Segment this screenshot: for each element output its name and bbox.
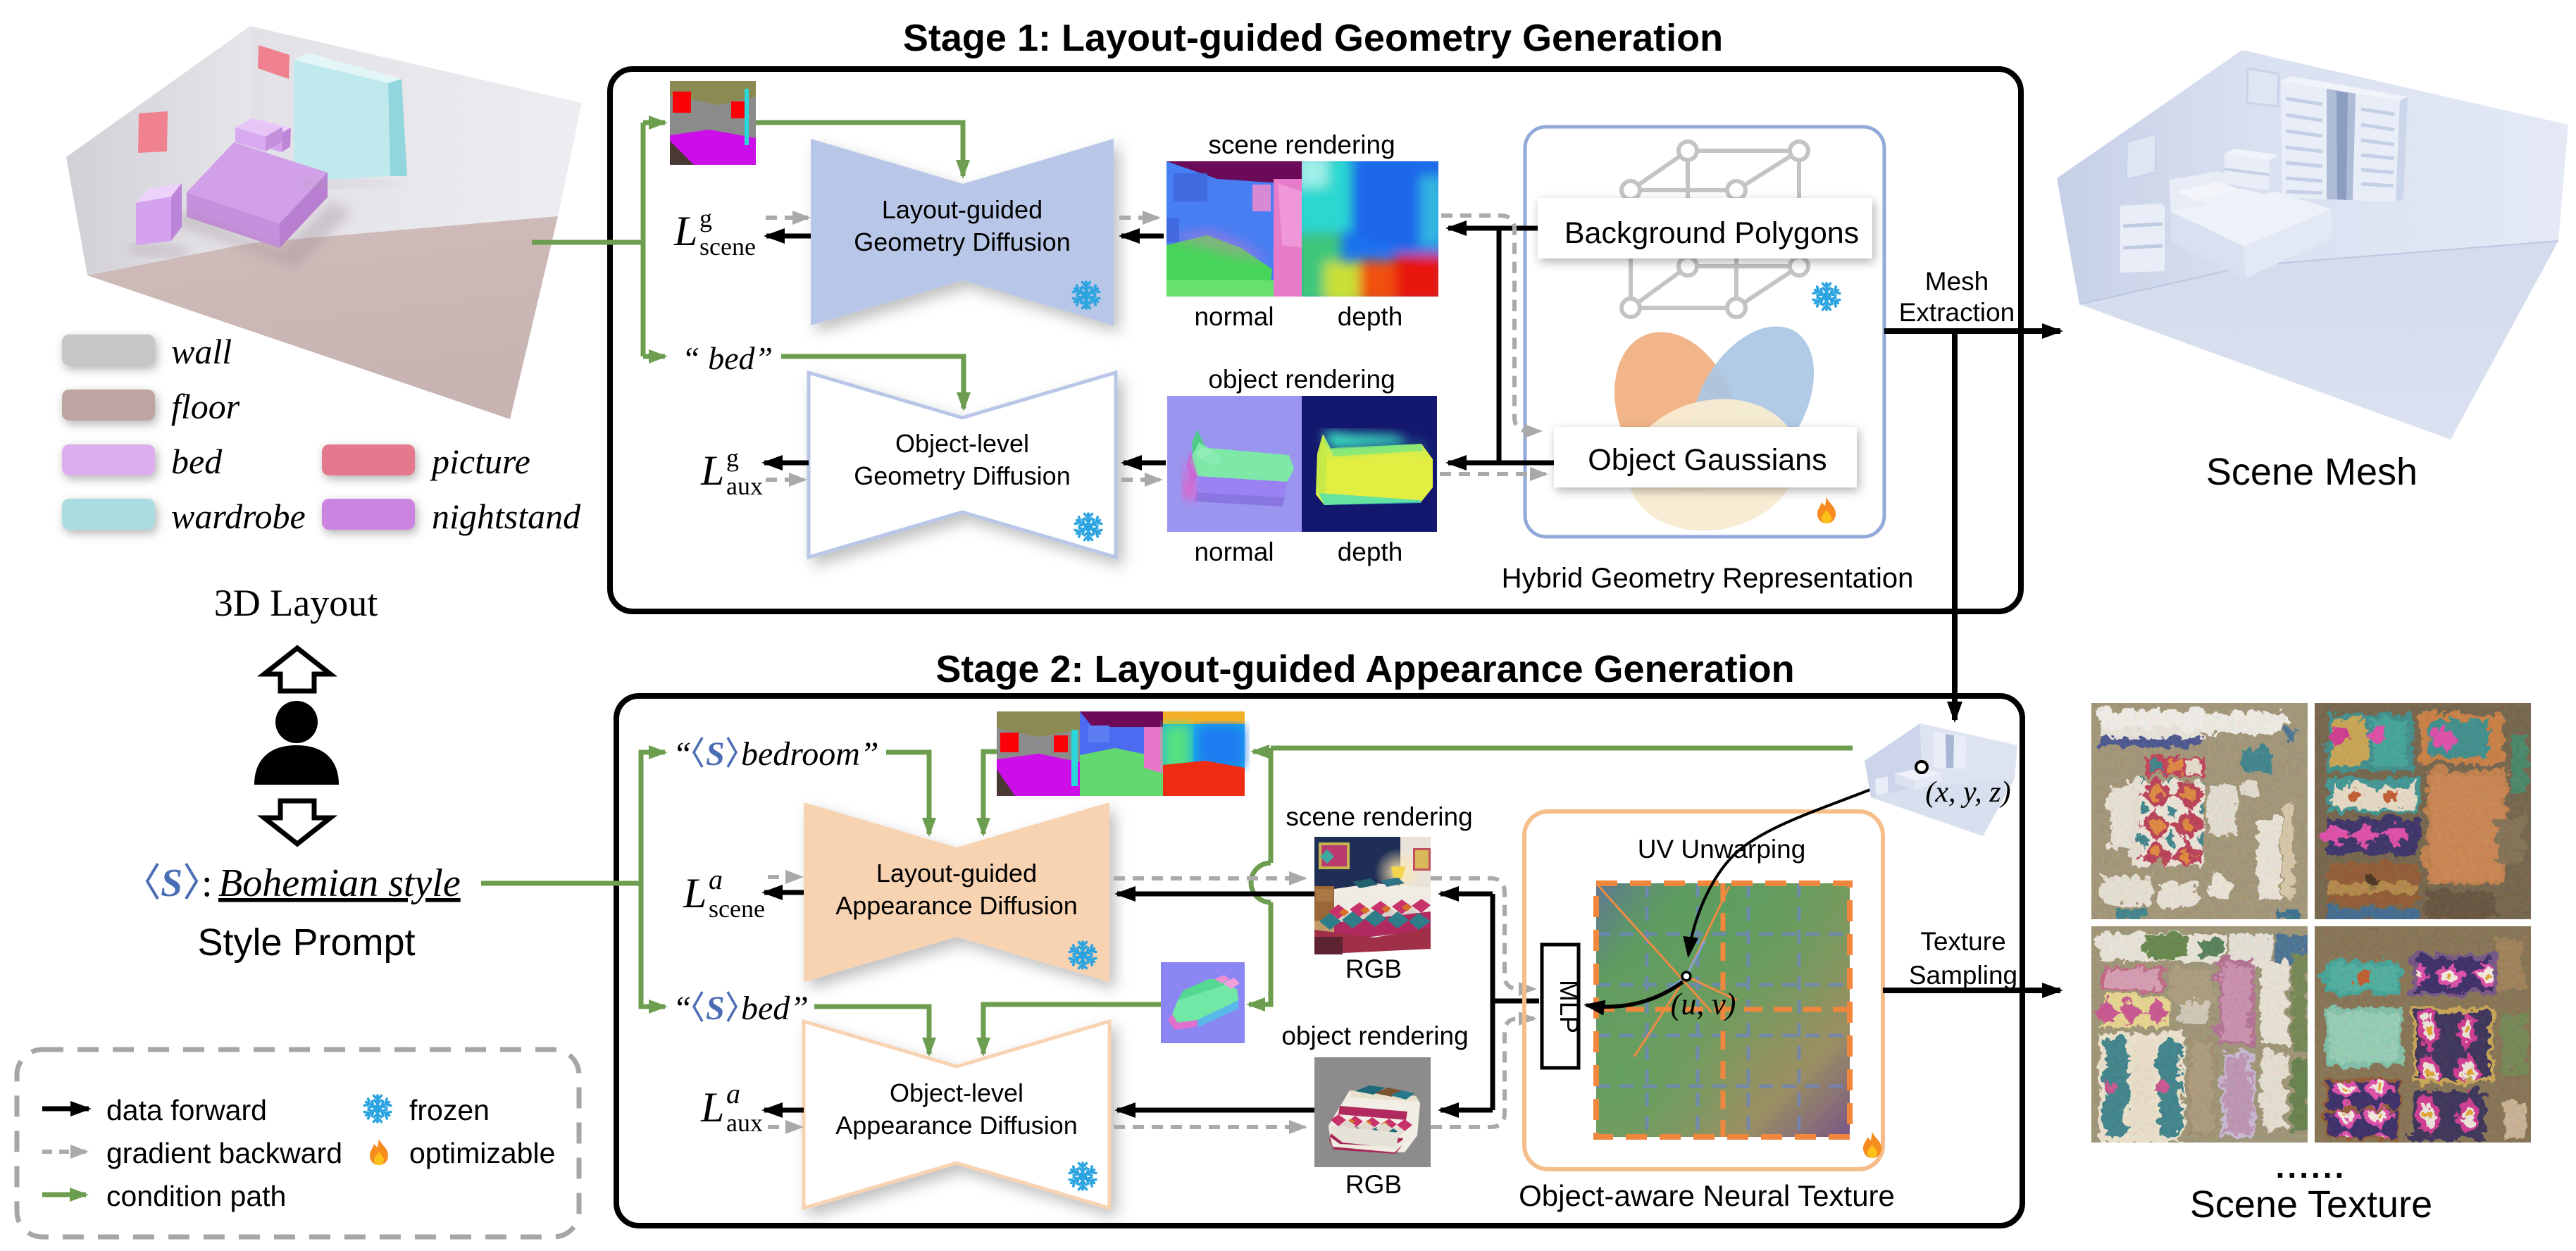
svg-text:(u, v): (u, v) (1671, 987, 1736, 1021)
svg-text:Layout-guided: Layout-guided (882, 195, 1043, 224)
svg-text:a: a (726, 1078, 740, 1109)
svg-text:bed: bed (171, 442, 223, 481)
svg-text:L: L (700, 447, 724, 494)
svg-text:(x, y, z): (x, y, z) (1925, 776, 2010, 809)
svg-text:bedroom”: bedroom” (741, 735, 879, 773)
svg-text:L: L (673, 208, 697, 254)
svg-text:Extraction: Extraction (1899, 298, 2015, 327)
svg-text:object rendering: object rendering (1208, 365, 1395, 394)
svg-text:condition path: condition path (106, 1180, 286, 1212)
svg-text:Mesh: Mesh (1925, 267, 1989, 296)
svg-text:Geometry Diffusion: Geometry Diffusion (854, 461, 1070, 490)
svg-text:RGB: RGB (1345, 1170, 1402, 1199)
svg-text:Stage 2: Layout-guided Appeara: Stage 2: Layout-guided Appearance Genera… (935, 648, 1794, 690)
svg-text:3D Layout: 3D Layout (214, 582, 378, 624)
svg-text:depth: depth (1338, 537, 1403, 566)
svg-text:nightstand: nightstand (432, 497, 581, 536)
svg-text:g: g (699, 204, 712, 232)
svg-text:depth: depth (1338, 302, 1403, 331)
svg-text:Appearance Diffusion: Appearance Diffusion (835, 891, 1078, 920)
svg-text:scene: scene (709, 895, 765, 923)
svg-text:aux: aux (726, 1109, 763, 1137)
svg-text:Object-aware Neural Texture: Object-aware Neural Texture (1519, 1179, 1895, 1212)
svg-text:wall: wall (171, 332, 232, 371)
svg-text:object rendering: object rendering (1281, 1021, 1468, 1050)
svg-text:Stage 1: Layout-guided Geometr: Stage 1: Layout-guided Geometry Generati… (903, 17, 1723, 59)
svg-text:optimizable: optimizable (409, 1137, 555, 1169)
svg-text:gradient backward: gradient backward (106, 1137, 342, 1169)
svg-text:......: ...... (2276, 1148, 2347, 1185)
svg-text:normal: normal (1194, 537, 1274, 566)
svg-text:wardrobe: wardrobe (171, 497, 306, 536)
svg-text:Style Prompt: Style Prompt (197, 921, 415, 964)
svg-text:UV Unwarping: UV Unwarping (1638, 835, 1806, 864)
svg-text:“: “ (673, 990, 692, 1027)
svg-text:Scene Texture: Scene Texture (2190, 1183, 2432, 1226)
svg-text:Object-level: Object-level (890, 1078, 1023, 1107)
svg-text:g: g (726, 444, 739, 472)
svg-text:Sampling: Sampling (1909, 961, 2017, 990)
svg-text:data forward: data forward (106, 1094, 267, 1126)
svg-text:Texture: Texture (1920, 927, 2005, 956)
svg-text:bed”: bed” (741, 990, 809, 1027)
svg-text:“: “ (673, 735, 692, 773)
svg-text:scene rendering: scene rendering (1208, 130, 1395, 159)
svg-text:Geometry Diffusion: Geometry Diffusion (854, 228, 1070, 256)
svg-text:frozen: frozen (409, 1094, 490, 1126)
svg-text:a: a (709, 864, 723, 895)
svg-text:Object Gaussians: Object Gaussians (1588, 443, 1827, 477)
svg-text:Scene Mesh: Scene Mesh (2206, 451, 2418, 493)
svg-text:Object-level: Object-level (895, 429, 1029, 458)
svg-text:Hybrid Geometry Representation: Hybrid Geometry Representation (1502, 563, 1914, 594)
svg-text:S: S (706, 990, 725, 1027)
svg-text::: : (201, 861, 213, 905)
svg-text:RGB: RGB (1345, 954, 1402, 983)
svg-text:S: S (706, 735, 725, 773)
svg-text:scene: scene (699, 232, 756, 261)
svg-text:Appearance Diffusion: Appearance Diffusion (835, 1111, 1078, 1140)
svg-text:floor: floor (171, 387, 240, 426)
svg-text:L: L (700, 1084, 724, 1131)
svg-text:Layout-guided: Layout-guided (876, 859, 1037, 888)
svg-text:Bohemian style: Bohemian style (218, 861, 461, 905)
svg-text:“ bed”: “ bed” (682, 340, 773, 376)
svg-text:MLP: MLP (1555, 980, 1583, 1033)
svg-text:Background Polygons: Background Polygons (1564, 216, 1859, 250)
svg-text:picture: picture (430, 442, 530, 481)
svg-text:S: S (161, 861, 182, 905)
svg-text:normal: normal (1194, 302, 1274, 331)
svg-text:L: L (683, 870, 707, 916)
svg-text:scene rendering: scene rendering (1286, 802, 1472, 831)
svg-text:aux: aux (726, 472, 763, 500)
